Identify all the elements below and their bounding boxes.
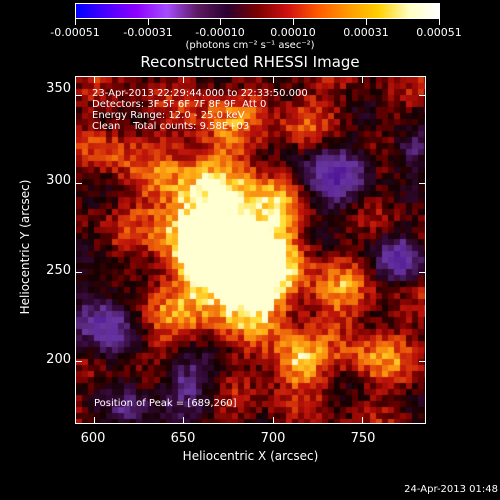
y-axis-title: Heliocentric Y (arcsec) xyxy=(18,179,32,315)
annotation-peak-position: Position of Peak = [689,260] xyxy=(94,398,237,409)
y-tick-mark xyxy=(76,360,82,362)
colorbar-units: (photons cm⁻² s⁻¹ asec⁻²) xyxy=(185,40,315,51)
colorbar-tick xyxy=(293,19,294,25)
x-tick-label: 750 xyxy=(350,431,376,446)
plot-title: Reconstructed RHESSI Image xyxy=(140,53,360,71)
annotation-time-range: 23-Apr-2013 22:29:44.000 to 22:33:50.000 xyxy=(92,88,308,99)
annotation-detectors: Detectors: 3F 5F 6F 7F 8F 9F Att 0 xyxy=(92,99,267,110)
colorbar-tick xyxy=(75,19,76,25)
x-tick-mark xyxy=(183,417,185,423)
x-tick-mark xyxy=(272,77,274,83)
colorbar xyxy=(75,3,440,19)
x-tick-mark xyxy=(183,77,185,83)
x-tick-mark xyxy=(93,77,95,83)
y-tick-label: 300 xyxy=(46,173,71,188)
y-tick-label: 200 xyxy=(46,352,71,367)
y-tick-mark xyxy=(419,94,425,96)
x-tick-label: 600 xyxy=(80,431,106,446)
y-tick-mark xyxy=(419,183,425,185)
y-tick-mark xyxy=(419,360,425,362)
colorbar-label: 0.00031 xyxy=(343,26,389,39)
colorbar-label: 0.00010 xyxy=(270,26,316,39)
render-timestamp: 24-Apr-2013 01:48 xyxy=(404,484,498,495)
colorbar-tick xyxy=(220,19,221,25)
y-tick-label: 350 xyxy=(46,81,71,96)
colorbar-label: -0.00051 xyxy=(50,26,100,39)
x-tick-label: 700 xyxy=(260,431,286,446)
y-tick-mark xyxy=(76,94,82,96)
x-axis-title: Heliocentric X (arcsec) xyxy=(182,449,319,463)
x-tick-mark xyxy=(362,77,364,83)
y-tick-mark xyxy=(76,183,82,185)
x-tick-mark xyxy=(272,417,274,423)
annotation-energy-range: Energy Range: 12.0 - 25.0 keV xyxy=(92,110,245,121)
colorbar-label: 0.00051 xyxy=(416,26,462,39)
y-tick-mark xyxy=(419,272,425,274)
colorbar-label: -0.00010 xyxy=(195,26,245,39)
annotation-total-counts: Clean Total counts: 9.58E+03 xyxy=(92,121,250,132)
rhessi-image-plot[interactable]: 23-Apr-2013 22:29:44.000 to 22:33:50.000… xyxy=(75,76,426,424)
x-tick-mark xyxy=(362,417,364,423)
x-tick-mark xyxy=(93,417,95,423)
colorbar-tick xyxy=(439,19,440,25)
y-tick-label: 250 xyxy=(46,263,71,278)
heatmap-image xyxy=(76,77,425,423)
colorbar-tick xyxy=(148,19,149,25)
x-tick-label: 650 xyxy=(170,431,196,446)
colorbar-label: -0.00031 xyxy=(123,26,173,39)
colorbar-tick xyxy=(366,19,367,25)
y-tick-mark xyxy=(76,272,82,274)
